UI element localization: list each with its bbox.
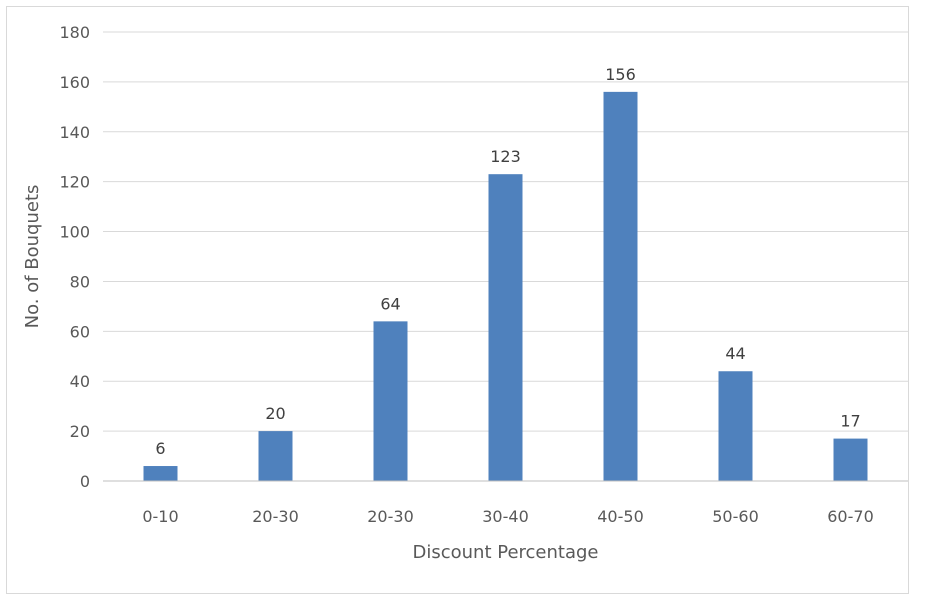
bars [143,91,868,481]
bar [373,321,408,481]
x-axis-title: Discount Percentage [412,542,598,563]
bar [718,371,753,481]
y-tick-label: 160 [59,73,90,92]
x-tick-label: 40-50 [597,507,644,526]
data-label: 6 [155,439,165,458]
x-tick-label: 20-30 [252,507,299,526]
chart-frame [6,6,909,594]
bar [258,431,293,481]
y-tick-label: 40 [70,372,90,391]
y-tick-label: 20 [70,422,90,441]
y-axis-title: No. of Bouquets [22,185,43,329]
x-axis-ticks: 0-10 20-30 20-30 30-40 40-50 50-60 60-70 [142,507,873,526]
y-tick-label: 0 [80,472,90,491]
data-label: 17 [840,412,860,431]
data-label: 64 [380,294,400,313]
data-label: 20 [265,404,285,423]
x-tick-label: 60-70 [827,507,874,526]
y-tick-label: 60 [70,322,90,341]
y-tick-label: 180 [59,23,90,42]
y-tick-label: 140 [59,123,90,142]
x-tick-label: 30-40 [482,507,529,526]
y-tick-label: 100 [59,223,90,242]
data-label: 156 [605,65,636,84]
y-tick-label: 80 [70,272,90,291]
data-label: 123 [490,147,521,166]
bar [833,438,868,481]
data-labels: 6 20 64 123 156 44 17 [155,65,860,458]
bar [143,466,178,481]
y-tick-label: 120 [59,173,90,192]
bar [488,174,523,481]
x-tick-label: 20-30 [367,507,414,526]
bar [603,91,638,481]
x-tick-label: 50-60 [712,507,759,526]
x-tick-label: 0-10 [142,507,178,526]
y-axis-ticks: 0 20 40 60 80 100 120 140 160 180 [59,23,90,491]
data-label: 44 [725,344,745,363]
